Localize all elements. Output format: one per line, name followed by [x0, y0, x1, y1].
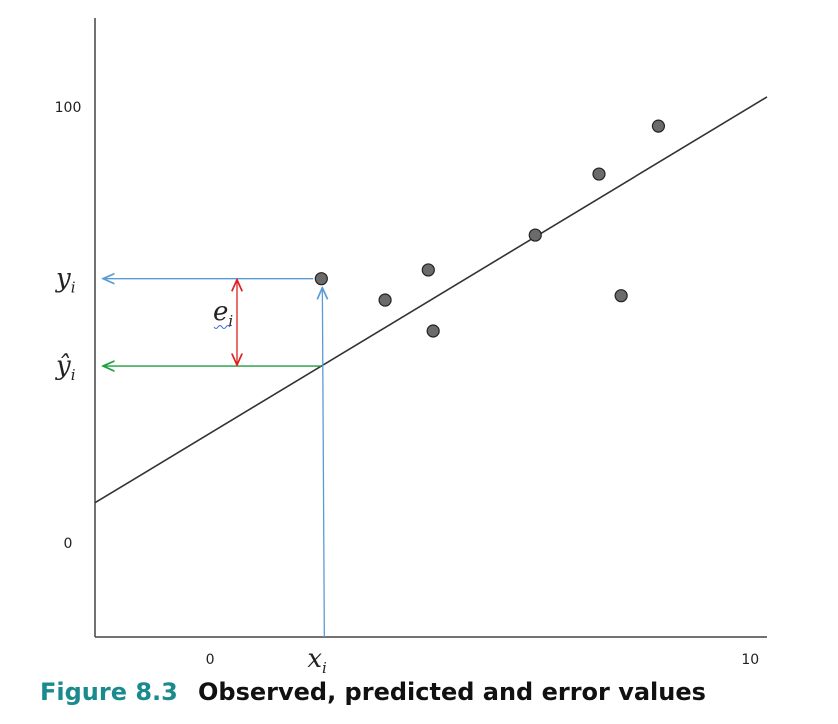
x-tick-label: 0	[206, 652, 215, 668]
predicted-base: ŷ	[55, 351, 71, 381]
data-point	[426, 324, 440, 338]
caption-number: Figure 8.3	[40, 678, 178, 706]
predicted-label: ŷi	[55, 351, 76, 384]
y-tick-label: 100	[55, 100, 82, 116]
data-point	[592, 167, 606, 181]
x-tick-label: 10	[741, 652, 759, 668]
data-point	[314, 272, 328, 286]
squiggle	[213, 325, 231, 329]
caption-text: Observed, predicted and error values	[198, 678, 706, 706]
observed-base: y	[55, 264, 71, 294]
y-tick-label: 0	[64, 536, 73, 552]
x_value-sub: i	[322, 659, 327, 677]
x_value-label: xi	[307, 644, 327, 677]
predicted-sub: i	[71, 366, 76, 384]
error-sub: i	[228, 312, 233, 330]
data-point	[421, 263, 435, 277]
error-label: ei	[213, 297, 233, 330]
observed-sub: i	[71, 279, 76, 297]
error-base: e	[213, 297, 228, 327]
data-point	[528, 228, 542, 242]
data-point	[651, 119, 666, 133]
data-point	[378, 293, 392, 307]
data-point	[614, 289, 628, 303]
x_value-base: x	[307, 644, 322, 674]
observed-label: yi	[55, 264, 76, 297]
regression-line	[94, 96, 768, 504]
x-arrow	[322, 288, 324, 638]
